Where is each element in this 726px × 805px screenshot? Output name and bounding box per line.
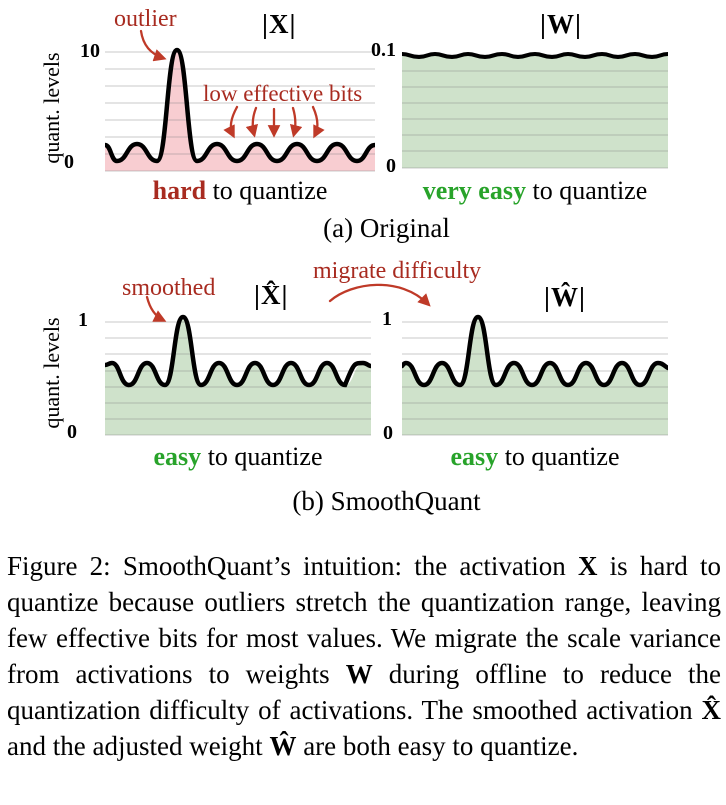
ytick-1-bx: 1	[78, 309, 88, 331]
weight-adjusted-area	[402, 317, 668, 435]
plot-weight-adjusted	[402, 314, 668, 436]
ytick-0-bx: 0	[67, 421, 77, 443]
plot-title-w: |W|	[540, 9, 582, 39]
plot-title-x-hat: |X̂|	[254, 280, 289, 310]
weight-adjusted-curve	[402, 314, 668, 388]
activation-original-area	[105, 50, 375, 171]
figure-caption: Figure 2: SmoothQuant’s intuition: the a…	[7, 551, 721, 761]
grid-lines	[105, 51, 375, 172]
migrate-difficulty-arrow-icon	[328, 283, 431, 307]
weight-original-area	[402, 54, 668, 168]
y-axis-label-quant-levels-b: quant. levels	[39, 317, 64, 429]
ytick-0-aw: 0	[386, 155, 396, 177]
plot-activation-original	[105, 47, 375, 172]
panel-a-label: (a) Original	[323, 213, 450, 243]
plot-title-w-hat: |Ŵ|	[544, 282, 586, 312]
low-effective-bits-label: low effective bits	[203, 81, 363, 106]
activation-smoothed-curve	[105, 314, 371, 388]
activation-original-curve	[105, 47, 375, 164]
ytick-1-bw: 1	[382, 308, 392, 330]
smoothed-label: smoothed	[122, 275, 216, 301]
plot-title-x: |X|	[262, 9, 297, 39]
y-axis-label-quant-levels-a: quant. levels	[39, 52, 64, 164]
activation-smoothed-area	[105, 317, 371, 435]
weight-original-curve	[402, 51, 668, 60]
ytick-0-ax: 0	[64, 151, 74, 173]
verdict-easy-right: easy to quantize	[450, 442, 620, 471]
ytick-0-bw: 0	[383, 422, 393, 444]
ytick-0p1: 0.1	[371, 39, 396, 61]
ytick-10: 10	[80, 40, 100, 62]
plot-weight-original	[402, 51, 668, 169]
migrate-difficulty-label: migrate difficulty	[313, 258, 482, 284]
panel-b-label: (b) SmoothQuant	[292, 486, 481, 516]
grid-lines	[402, 321, 668, 436]
outlier-label: outlier	[114, 6, 177, 32]
verdict-very-easy: very easy to quantize	[422, 176, 648, 205]
verdict-hard: hard to quantize	[152, 176, 328, 205]
plot-activation-smoothed	[105, 314, 371, 436]
verdict-easy-left: easy to quantize	[153, 442, 323, 471]
